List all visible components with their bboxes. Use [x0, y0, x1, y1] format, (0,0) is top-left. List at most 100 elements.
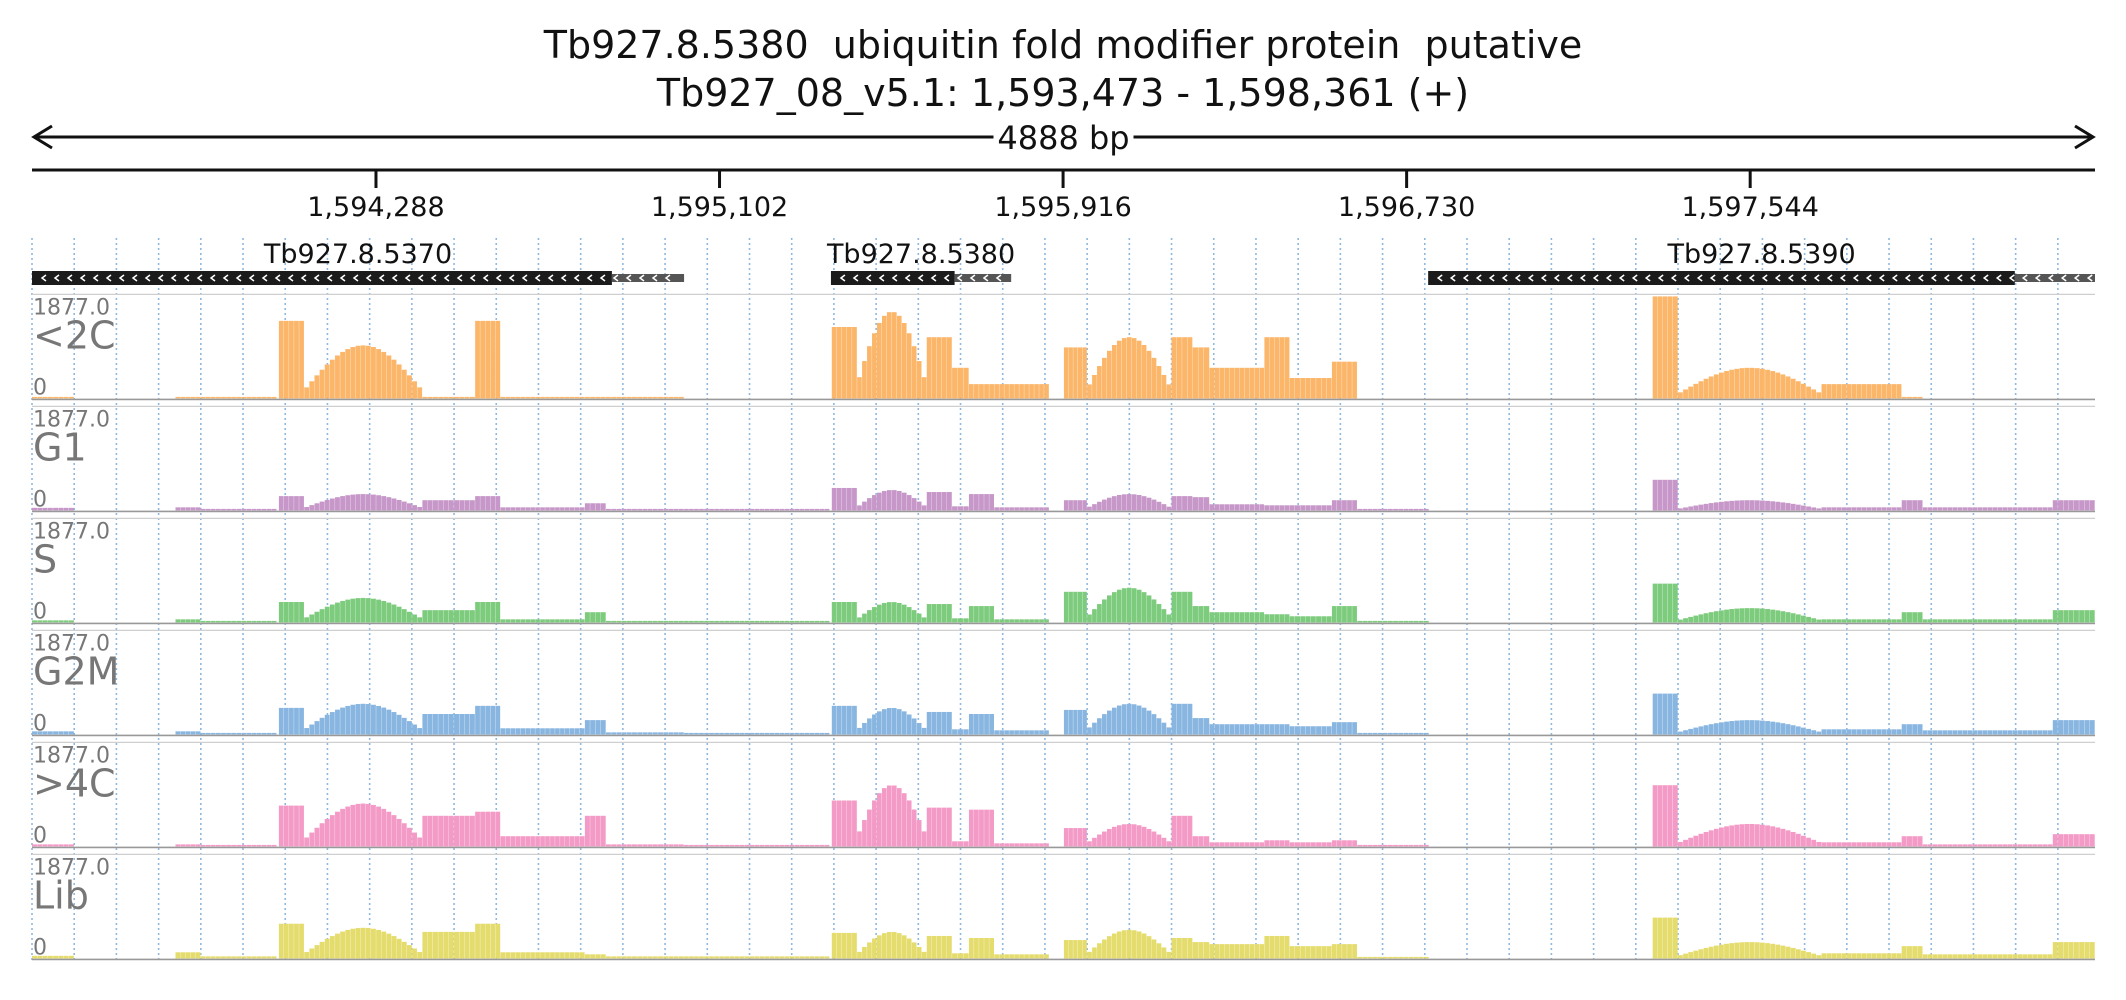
- coverage-bar: [226, 844, 231, 847]
- coverage-bar: [784, 508, 790, 511]
- coverage-bar: [1708, 503, 1714, 511]
- coverage-bar: [2002, 954, 2008, 959]
- coverage-bar: [1861, 842, 1867, 847]
- strand-chevron: [1670, 274, 1677, 282]
- coverage-bar: [256, 620, 262, 623]
- strand-chevron: [547, 274, 554, 282]
- coverage-bar: [1352, 606, 1357, 623]
- strand-chevron: [1631, 274, 1638, 282]
- coverage-bar: [921, 617, 927, 623]
- coverage-bar: [652, 508, 658, 511]
- coverage-bar: [1192, 836, 1198, 847]
- coverage-bar: [974, 384, 979, 399]
- coverage-bar: [37, 507, 43, 511]
- gene-cds-box: [32, 271, 612, 285]
- coverage-bar: [427, 714, 433, 735]
- coverage-bar: [684, 620, 689, 623]
- coverage-bar: [1279, 840, 1285, 847]
- coverage-bar: [1387, 620, 1393, 623]
- strand-chevron: [1930, 274, 1937, 282]
- coverage-bar: [63, 507, 69, 511]
- coverage-bar: [684, 732, 689, 735]
- coverage-bar: [1729, 500, 1735, 511]
- coverage-bar: [911, 498, 917, 511]
- coverage-bar: [1264, 337, 1270, 399]
- coverage-bar: [2022, 844, 2028, 847]
- coverage-bar: [1141, 707, 1147, 735]
- coverage-bar: [289, 923, 294, 959]
- strand-chevron: [443, 274, 450, 282]
- coverage-bar: [1754, 942, 1760, 959]
- coverage-bar: [814, 620, 820, 623]
- coverage-bar: [1321, 946, 1327, 959]
- coverage-bar: [406, 503, 412, 511]
- coverage-bar: [831, 800, 837, 847]
- coverage-bar: [1300, 378, 1306, 399]
- coverage-bar: [535, 619, 540, 623]
- coverage-bar: [565, 952, 570, 959]
- coverage-bar: [68, 507, 74, 511]
- coverage-bar: [779, 508, 785, 511]
- coverage-bar: [1831, 507, 1837, 511]
- coverage-bar: [652, 732, 658, 735]
- coverage-bar: [621, 956, 627, 959]
- coverage-bar: [1151, 357, 1157, 399]
- track-max-label: 1877.0: [33, 631, 110, 656]
- coverage-bar: [689, 732, 694, 735]
- coverage-bar: [941, 337, 947, 399]
- strand-chevron: [1982, 274, 1989, 282]
- coverage-bar: [236, 620, 242, 623]
- coverage-bar: [2017, 619, 2023, 623]
- coverage-bar: [1423, 508, 1429, 511]
- coverage-bar: [584, 612, 590, 623]
- coverage-bar: [1171, 337, 1177, 399]
- coverage-bar: [744, 620, 750, 623]
- coverage-bar: [1347, 722, 1352, 735]
- coverage-bar: [231, 956, 236, 959]
- coverage-bar: [1141, 826, 1147, 847]
- coverage-bar: [684, 844, 689, 847]
- coverage-bar: [1652, 693, 1658, 735]
- coverage-bar: [1219, 944, 1225, 959]
- coverage-bar: [921, 831, 927, 847]
- coverage-bar: [1821, 729, 1827, 735]
- coverage-bar: [1729, 609, 1735, 623]
- coverage-bar: [694, 620, 699, 623]
- coverage-bar: [574, 619, 580, 623]
- coverage-bar: [1182, 938, 1188, 959]
- coverage-bar: [744, 956, 750, 959]
- coverage-bar: [663, 396, 669, 399]
- coverage-bar: [1957, 844, 1963, 847]
- coverage-bar: [846, 800, 852, 847]
- coverage-bar: [906, 607, 912, 623]
- coverage-bar: [1219, 724, 1225, 735]
- coverage-bar: [1678, 392, 1683, 399]
- coverage-bar: [2022, 507, 2028, 511]
- coverage-bar: [1039, 843, 1044, 847]
- coverage-bar: [329, 815, 335, 847]
- coverage-bar: [1826, 384, 1832, 399]
- coverage-bar: [261, 956, 267, 959]
- strand-chevron: [930, 274, 937, 282]
- coverage-bar: [1932, 730, 1938, 735]
- coverage-bar: [1719, 827, 1724, 847]
- coverage-bar: [241, 732, 247, 735]
- coverage-bar: [1423, 844, 1429, 847]
- coverage-bar: [37, 396, 43, 399]
- coverage-bar: [957, 729, 964, 735]
- coverage-bar: [906, 938, 912, 959]
- coverage-bar: [891, 932, 897, 959]
- coverage-bar: [1790, 613, 1796, 623]
- coverage-bar: [1987, 844, 1993, 847]
- coverage-bar: [406, 611, 412, 623]
- coverage-bar: [550, 836, 555, 847]
- coverage-bar: [595, 954, 601, 959]
- coverage-bar: [926, 711, 932, 735]
- coverage-bar: [221, 396, 226, 399]
- coverage-bar: [1760, 720, 1765, 735]
- coverage-bar: [2012, 954, 2018, 959]
- coverage-bar: [739, 508, 745, 511]
- coverage-bar: [530, 507, 535, 511]
- coverage-bar: [412, 724, 417, 735]
- coverage-bar: [1039, 954, 1044, 959]
